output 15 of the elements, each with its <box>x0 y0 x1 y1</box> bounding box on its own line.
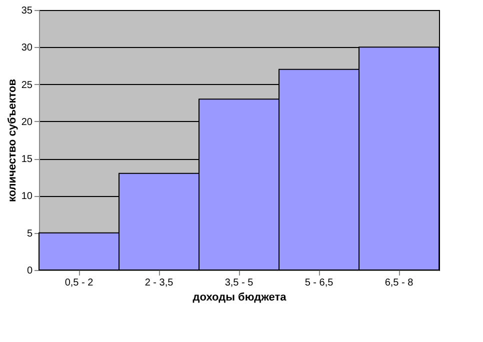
x-tick-label: 5 - 6,5 <box>304 278 334 288</box>
x-tick-label: 6,5 - 8 <box>384 278 414 288</box>
y-tick-label: 35 <box>21 6 33 16</box>
x-tick-label: 0,5 - 2 <box>64 278 94 288</box>
y-tick-label: 30 <box>21 42 33 54</box>
y-tick-label: 5 <box>26 228 33 240</box>
y-axis-title: количество субъектов <box>6 78 18 202</box>
y-tick-label: 0 <box>26 266 33 276</box>
y-tick-label: 25 <box>21 80 33 91</box>
y-tick-label: 20 <box>21 116 33 128</box>
y-tick-label: 15 <box>21 154 33 166</box>
x-tick-label: 3,5 - 5 <box>224 278 254 288</box>
y-tick-label: 10 <box>21 191 33 202</box>
x-axis-title: доходы бюджета <box>192 292 288 304</box>
x-tick-label: 2 - 3,5 <box>144 278 174 288</box>
